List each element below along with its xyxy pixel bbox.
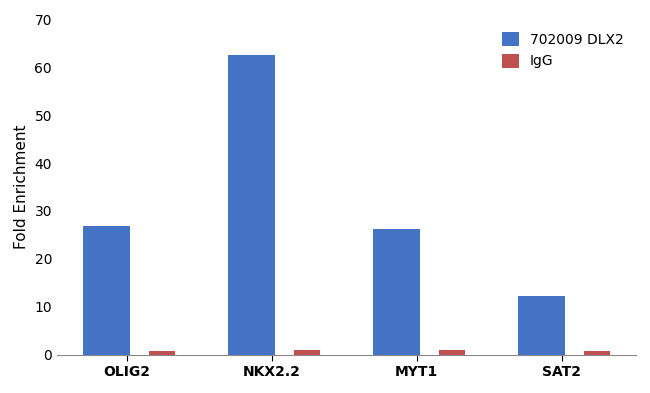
Bar <box>584 351 610 355</box>
Legend: 702009 DLX2, IgG: 702009 DLX2, IgG <box>497 26 629 74</box>
Bar <box>519 296 565 355</box>
Bar <box>294 351 320 355</box>
Bar <box>83 226 129 355</box>
Bar <box>228 55 275 355</box>
Bar <box>373 229 420 355</box>
Bar <box>149 351 175 355</box>
Bar <box>439 351 465 355</box>
Y-axis label: Fold Enrichment: Fold Enrichment <box>14 125 29 249</box>
